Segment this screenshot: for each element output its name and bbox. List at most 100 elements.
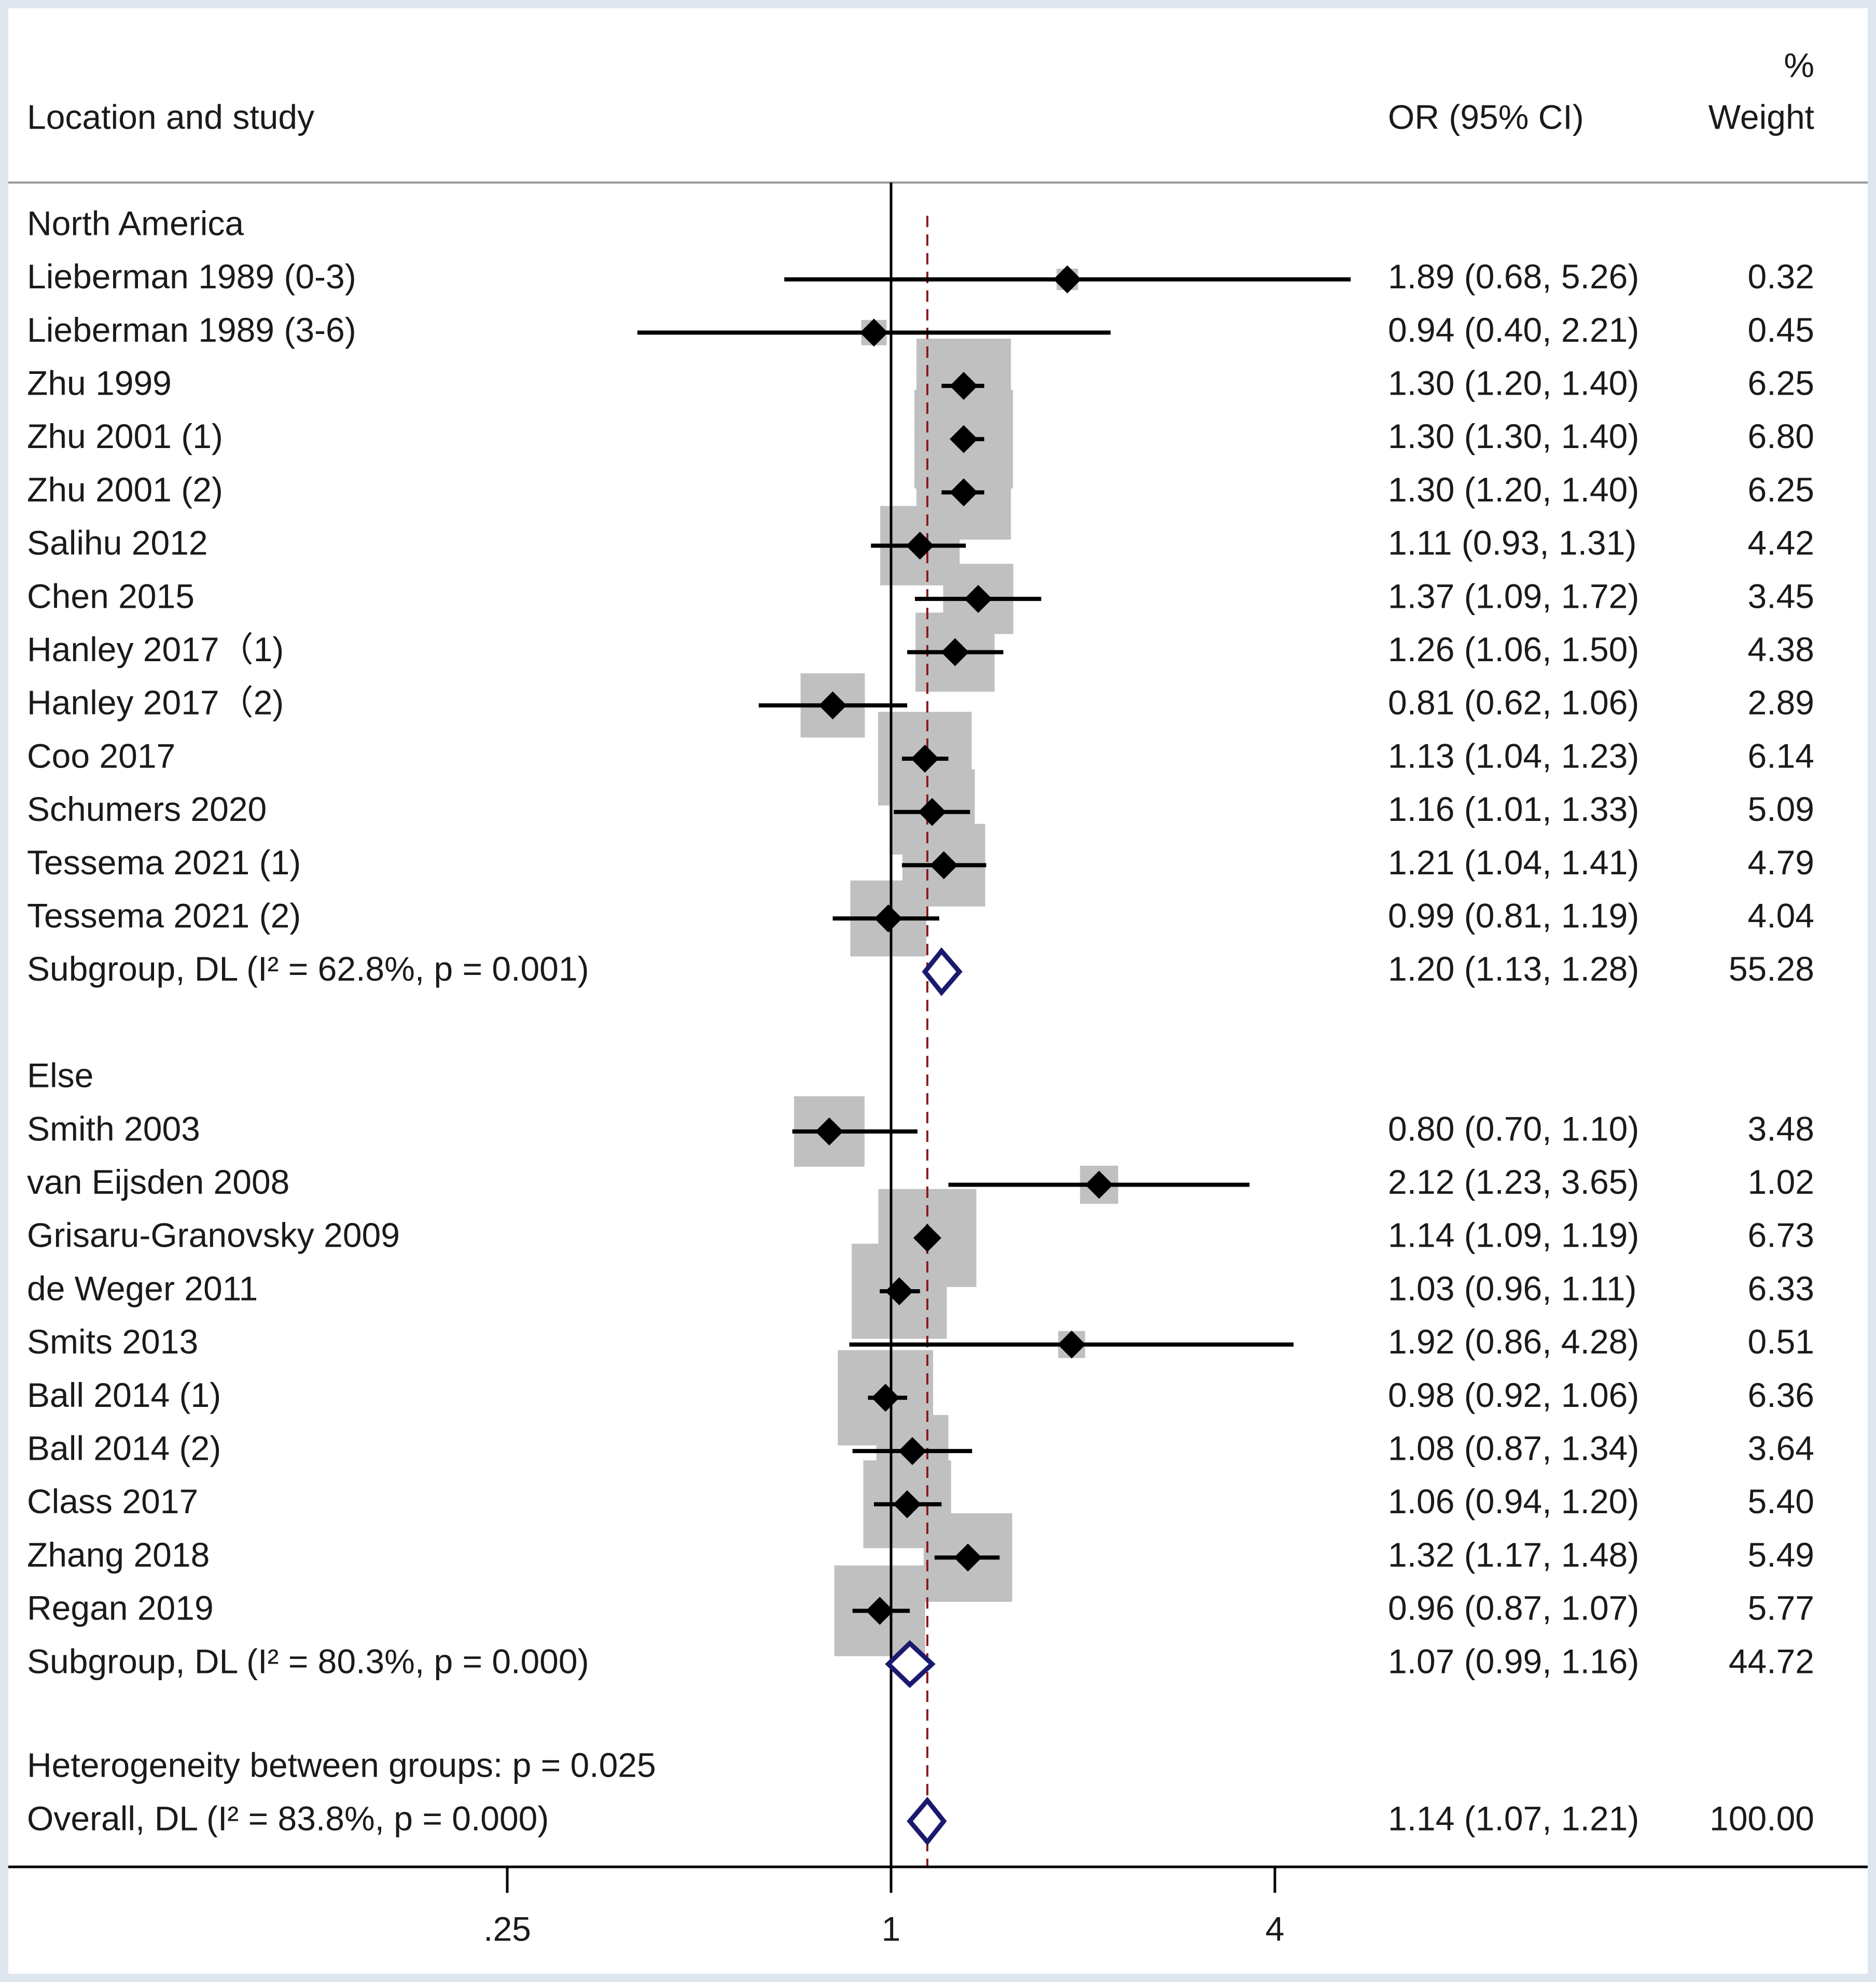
study-label: Class 2017 <box>27 1482 198 1520</box>
point-estimate-salihu-2012 <box>906 532 934 560</box>
or-ci-value: 1.06 (0.94, 1.20) <box>1388 1482 1639 1520</box>
overall-or-ci: 1.14 (1.07, 1.21) <box>1388 1799 1639 1837</box>
study-label: Coo 2017 <box>27 736 175 775</box>
point-estimate-smith-2003 <box>815 1117 843 1146</box>
header-weight-percent: % <box>1784 46 1814 84</box>
weight-value: 0.45 <box>1748 311 1814 349</box>
point-estimate-zhu-2001-1- <box>950 425 978 453</box>
point-estimate-zhu-1999 <box>950 372 978 400</box>
point-estimate-class-2017 <box>893 1490 922 1518</box>
or-ci-value: 1.92 (0.86, 4.28) <box>1388 1322 1639 1361</box>
weight-value: 1.02 <box>1748 1163 1814 1201</box>
study-label: Hanley 2017（1) <box>27 630 284 668</box>
point-estimate-zhang-2018 <box>954 1543 982 1572</box>
weight-value: 0.51 <box>1748 1322 1814 1361</box>
x-tick-label: 4 <box>1266 1909 1285 1948</box>
study-label: Hanley 2017（2) <box>27 683 284 722</box>
weight-value: 6.25 <box>1748 470 1814 509</box>
study-label: Ball 2014 (2) <box>27 1429 221 1468</box>
subgroup-weight: 44.72 <box>1729 1642 1814 1680</box>
weight-value: 6.14 <box>1748 736 1814 775</box>
study-label: Chen 2015 <box>27 577 194 615</box>
weight-value: 6.80 <box>1748 417 1814 455</box>
subgroup-label: Subgroup, DL (I² = 80.3%, p = 0.000) <box>27 1642 589 1680</box>
or-ci-value: 2.12 (1.23, 3.65) <box>1388 1163 1639 1201</box>
or-ci-value: 1.30 (1.20, 1.40) <box>1388 470 1639 509</box>
group-heading: North America <box>27 204 244 242</box>
header-weight: Weight <box>1708 97 1814 136</box>
subgroup-weight: 55.28 <box>1729 950 1814 988</box>
study-label: Ball 2014 (1) <box>27 1376 221 1414</box>
weight-value: 3.45 <box>1748 577 1814 615</box>
point-estimate-zhu-2001-2- <box>950 478 978 507</box>
or-ci-value: 1.37 (1.09, 1.72) <box>1388 577 1639 615</box>
subgroup-diamond-1 <box>922 947 963 996</box>
weight-value: 3.64 <box>1748 1429 1814 1468</box>
study-label: Lieberman 1989 (3-6) <box>27 311 356 349</box>
or-ci-value: 0.98 (0.92, 1.06) <box>1388 1376 1639 1414</box>
heterogeneity-text: Heterogeneity between groups: p = 0.025 <box>27 1746 656 1784</box>
or-ci-value: 0.81 (0.62, 1.06) <box>1388 683 1639 722</box>
weight-value: 6.25 <box>1748 364 1814 402</box>
subgroup-diamond-2 <box>885 1640 936 1688</box>
weight-value: 4.38 <box>1748 630 1814 668</box>
point-estimate-tessema-2021-1- <box>929 851 958 880</box>
study-label: Smith 2003 <box>27 1109 200 1148</box>
point-estimate-ball-2014-2- <box>898 1437 927 1465</box>
point-estimate-chen-2015 <box>964 584 993 613</box>
weight-value: 0.32 <box>1748 257 1814 296</box>
subgroup-label: Subgroup, DL (I² = 62.8%, p = 0.001) <box>27 950 589 988</box>
header-study: Location and study <box>27 97 314 136</box>
or-ci-value: 1.32 (1.17, 1.48) <box>1388 1536 1639 1574</box>
weight-value: 5.40 <box>1748 1482 1814 1520</box>
x-tick-label: .25 <box>483 1909 531 1948</box>
point-estimate-hanley-2017-1- <box>941 638 969 666</box>
weight-value: 6.33 <box>1748 1269 1814 1307</box>
point-estimate-lieberman-1989-0-3- <box>1053 265 1081 294</box>
study-label: Tessema 2021 (2) <box>27 897 301 935</box>
point-estimate-tessema-2021-2- <box>874 904 902 933</box>
point-estimate-hanley-2017-2- <box>818 691 847 720</box>
point-estimate-coo-2017 <box>911 745 939 773</box>
weight-value: 2.89 <box>1748 683 1814 722</box>
group-heading: Else <box>27 1056 93 1095</box>
or-ci-value: 0.96 (0.87, 1.07) <box>1388 1589 1639 1627</box>
header-or-ci: OR (95% CI) <box>1388 97 1584 136</box>
study-label: Smits 2013 <box>27 1322 198 1361</box>
or-ci-value: 1.14 (1.09, 1.19) <box>1388 1216 1639 1254</box>
overall-weight: 100.00 <box>1710 1799 1814 1837</box>
study-label: Lieberman 1989 (0-3) <box>27 257 356 296</box>
overall-label: Overall, DL (I² = 83.8%, p = 0.000) <box>27 1799 549 1837</box>
or-ci-value: 1.16 (1.01, 1.33) <box>1388 790 1639 828</box>
weight-value: 5.49 <box>1748 1536 1814 1574</box>
forest-plot-frame: Location and study OR (95% CI)% Weight Nort… <box>8 8 1868 1974</box>
weight-value: 4.42 <box>1748 524 1814 562</box>
subgroup-or-ci: 1.07 (0.99, 1.16) <box>1388 1642 1639 1680</box>
point-estimate-grisaru-granovsky-2009 <box>913 1224 941 1252</box>
study-label: van Eijsden 2008 <box>27 1163 289 1201</box>
study-label: Zhang 2018 <box>27 1536 210 1574</box>
or-ci-value: 1.30 (1.30, 1.40) <box>1388 417 1639 455</box>
weight-value: 6.73 <box>1748 1216 1814 1254</box>
study-label: Grisaru-Granovsky 2009 <box>27 1216 400 1254</box>
point-estimate-regan-2019 <box>866 1597 894 1625</box>
weight-value: 3.48 <box>1748 1109 1814 1148</box>
study-label: de Weger 2011 <box>27 1269 258 1307</box>
study-label: Regan 2019 <box>27 1589 214 1627</box>
or-ci-value: 1.11 (0.93, 1.31) <box>1388 524 1636 562</box>
study-label: Salihu 2012 <box>27 524 208 562</box>
or-ci-value: 1.21 (1.04, 1.41) <box>1388 843 1639 882</box>
or-ci-value: 1.08 (0.87, 1.34) <box>1388 1429 1639 1468</box>
or-ci-value: 0.94 (0.40, 2.21) <box>1388 311 1639 349</box>
or-ci-value: 0.99 (0.81, 1.19) <box>1388 897 1639 935</box>
subgroup-or-ci: 1.20 (1.13, 1.28) <box>1388 950 1639 988</box>
study-label: Schumers 2020 <box>27 790 267 828</box>
weight-value: 4.79 <box>1748 843 1814 882</box>
point-estimate-lieberman-1989-3-6- <box>859 318 888 347</box>
or-ci-value: 0.80 (0.70, 1.10) <box>1388 1109 1639 1148</box>
overall-diamond <box>907 1796 947 1846</box>
weight-value: 5.09 <box>1748 790 1814 828</box>
weight-value: 5.77 <box>1748 1589 1814 1627</box>
study-label: Zhu 2001 (1) <box>27 417 223 455</box>
study-label: Zhu 2001 (2) <box>27 470 223 509</box>
